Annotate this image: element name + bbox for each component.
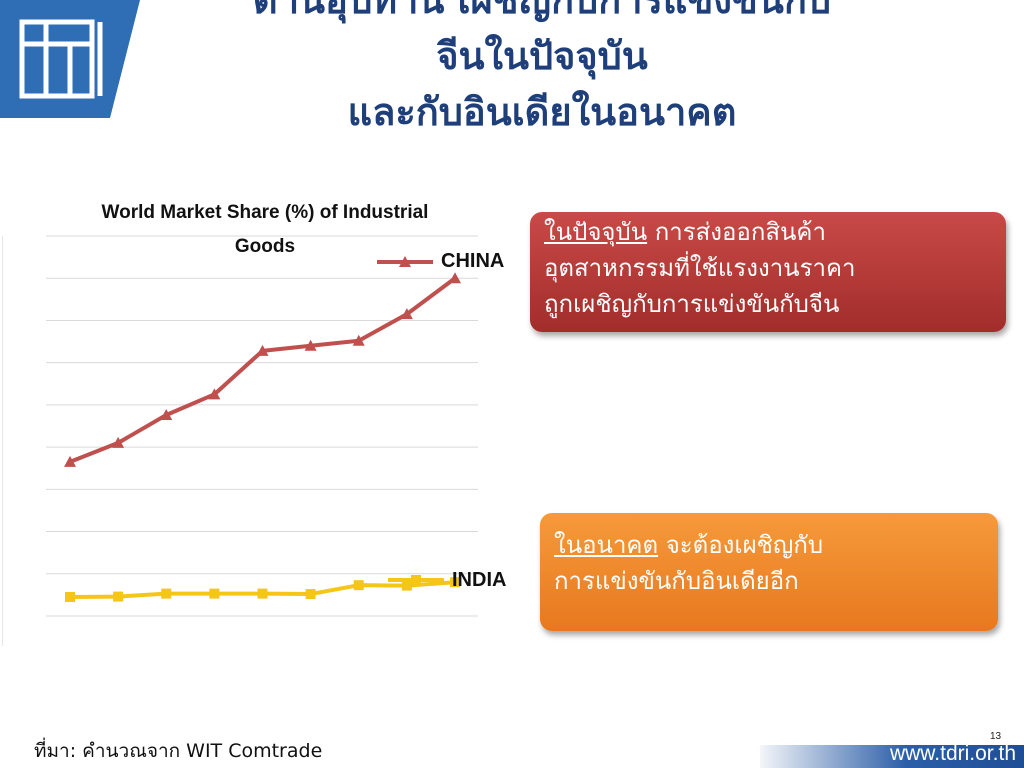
callout-present: ในปัจจุบัน การส่งออกสินค้า อุตสาหกรรมที่… <box>530 212 1006 332</box>
data-point-china <box>304 339 317 351</box>
data-point-china <box>208 388 221 400</box>
series-label-china: CHINA <box>441 250 505 272</box>
callout-present-line-1: ในปัจจุบัน การส่งออกสินค้า <box>544 214 992 250</box>
tdri-logo-icon <box>19 19 103 99</box>
page-number: 13 <box>990 731 1002 742</box>
data-point-india <box>209 588 220 599</box>
callout-future-line-2: การแข่งขันกับอินเดียอีก <box>554 567 799 595</box>
title-line-2: จีนในปัจจุบัน <box>436 34 648 78</box>
logo-banner <box>0 0 140 118</box>
chart-frame-edge <box>2 236 3 646</box>
callout-present-line-1-rest: การส่งออกสินค้า <box>647 218 826 246</box>
data-point-china <box>160 409 173 421</box>
callout-future: ในอนาคต จะต้องเผชิญกับ การแข่งขันกับอินเ… <box>540 513 998 631</box>
data-point-india <box>113 591 124 602</box>
legend-marker-china <box>399 256 411 267</box>
series-line-china <box>69 276 457 464</box>
legend-marker-india <box>411 575 421 585</box>
source-note: ที่มา: คำนวณจาก WIT Comtrade <box>34 740 323 762</box>
data-point-china <box>449 272 461 284</box>
data-point-india <box>161 588 172 599</box>
chart-title: World Market Share (%) of Industrial Goo… <box>101 202 429 257</box>
website-link[interactable]: www.tdri.or.th <box>889 742 1016 765</box>
callout-future-underlined: ในอนาคต <box>554 531 659 559</box>
title-line-1: ด้านอุปทาน เผชิญกับการแข่งขันกับ <box>253 0 831 22</box>
callout-present-line-2: อุตสาหกรรมที่ใช้แรงงานราคา <box>544 254 856 282</box>
data-point-india <box>257 588 268 599</box>
data-point-china <box>256 344 269 356</box>
series-label-india: INDIA <box>452 569 507 591</box>
data-point-china <box>112 436 125 448</box>
callout-present-underlined: ในปัจจุบัน <box>544 218 648 246</box>
title-line-3: และกับอินเดียในอนาคต <box>347 90 737 134</box>
callout-future-line-1-rest: จะต้องเผชิญกับ <box>658 531 824 559</box>
data-point-china <box>64 455 76 467</box>
callout-present-line-3: ถูกเผชิญกับการแข่งขันกับจีน <box>544 290 840 318</box>
data-point-china <box>352 334 365 346</box>
data-point-india <box>450 577 460 588</box>
data-point-india <box>353 580 364 591</box>
data-point-india <box>305 589 316 600</box>
footer-bar <box>760 745 1024 768</box>
callout-future-line-1: ในอนาคต จะต้องเผชิญกับ <box>554 527 984 563</box>
slide-title: ด้านอุปทาน เผชิญกับการแข่งขันกับ จีนในปั… <box>60 0 1024 140</box>
data-point-india <box>65 592 75 602</box>
data-point-china <box>400 308 413 320</box>
data-point-india <box>401 580 412 591</box>
